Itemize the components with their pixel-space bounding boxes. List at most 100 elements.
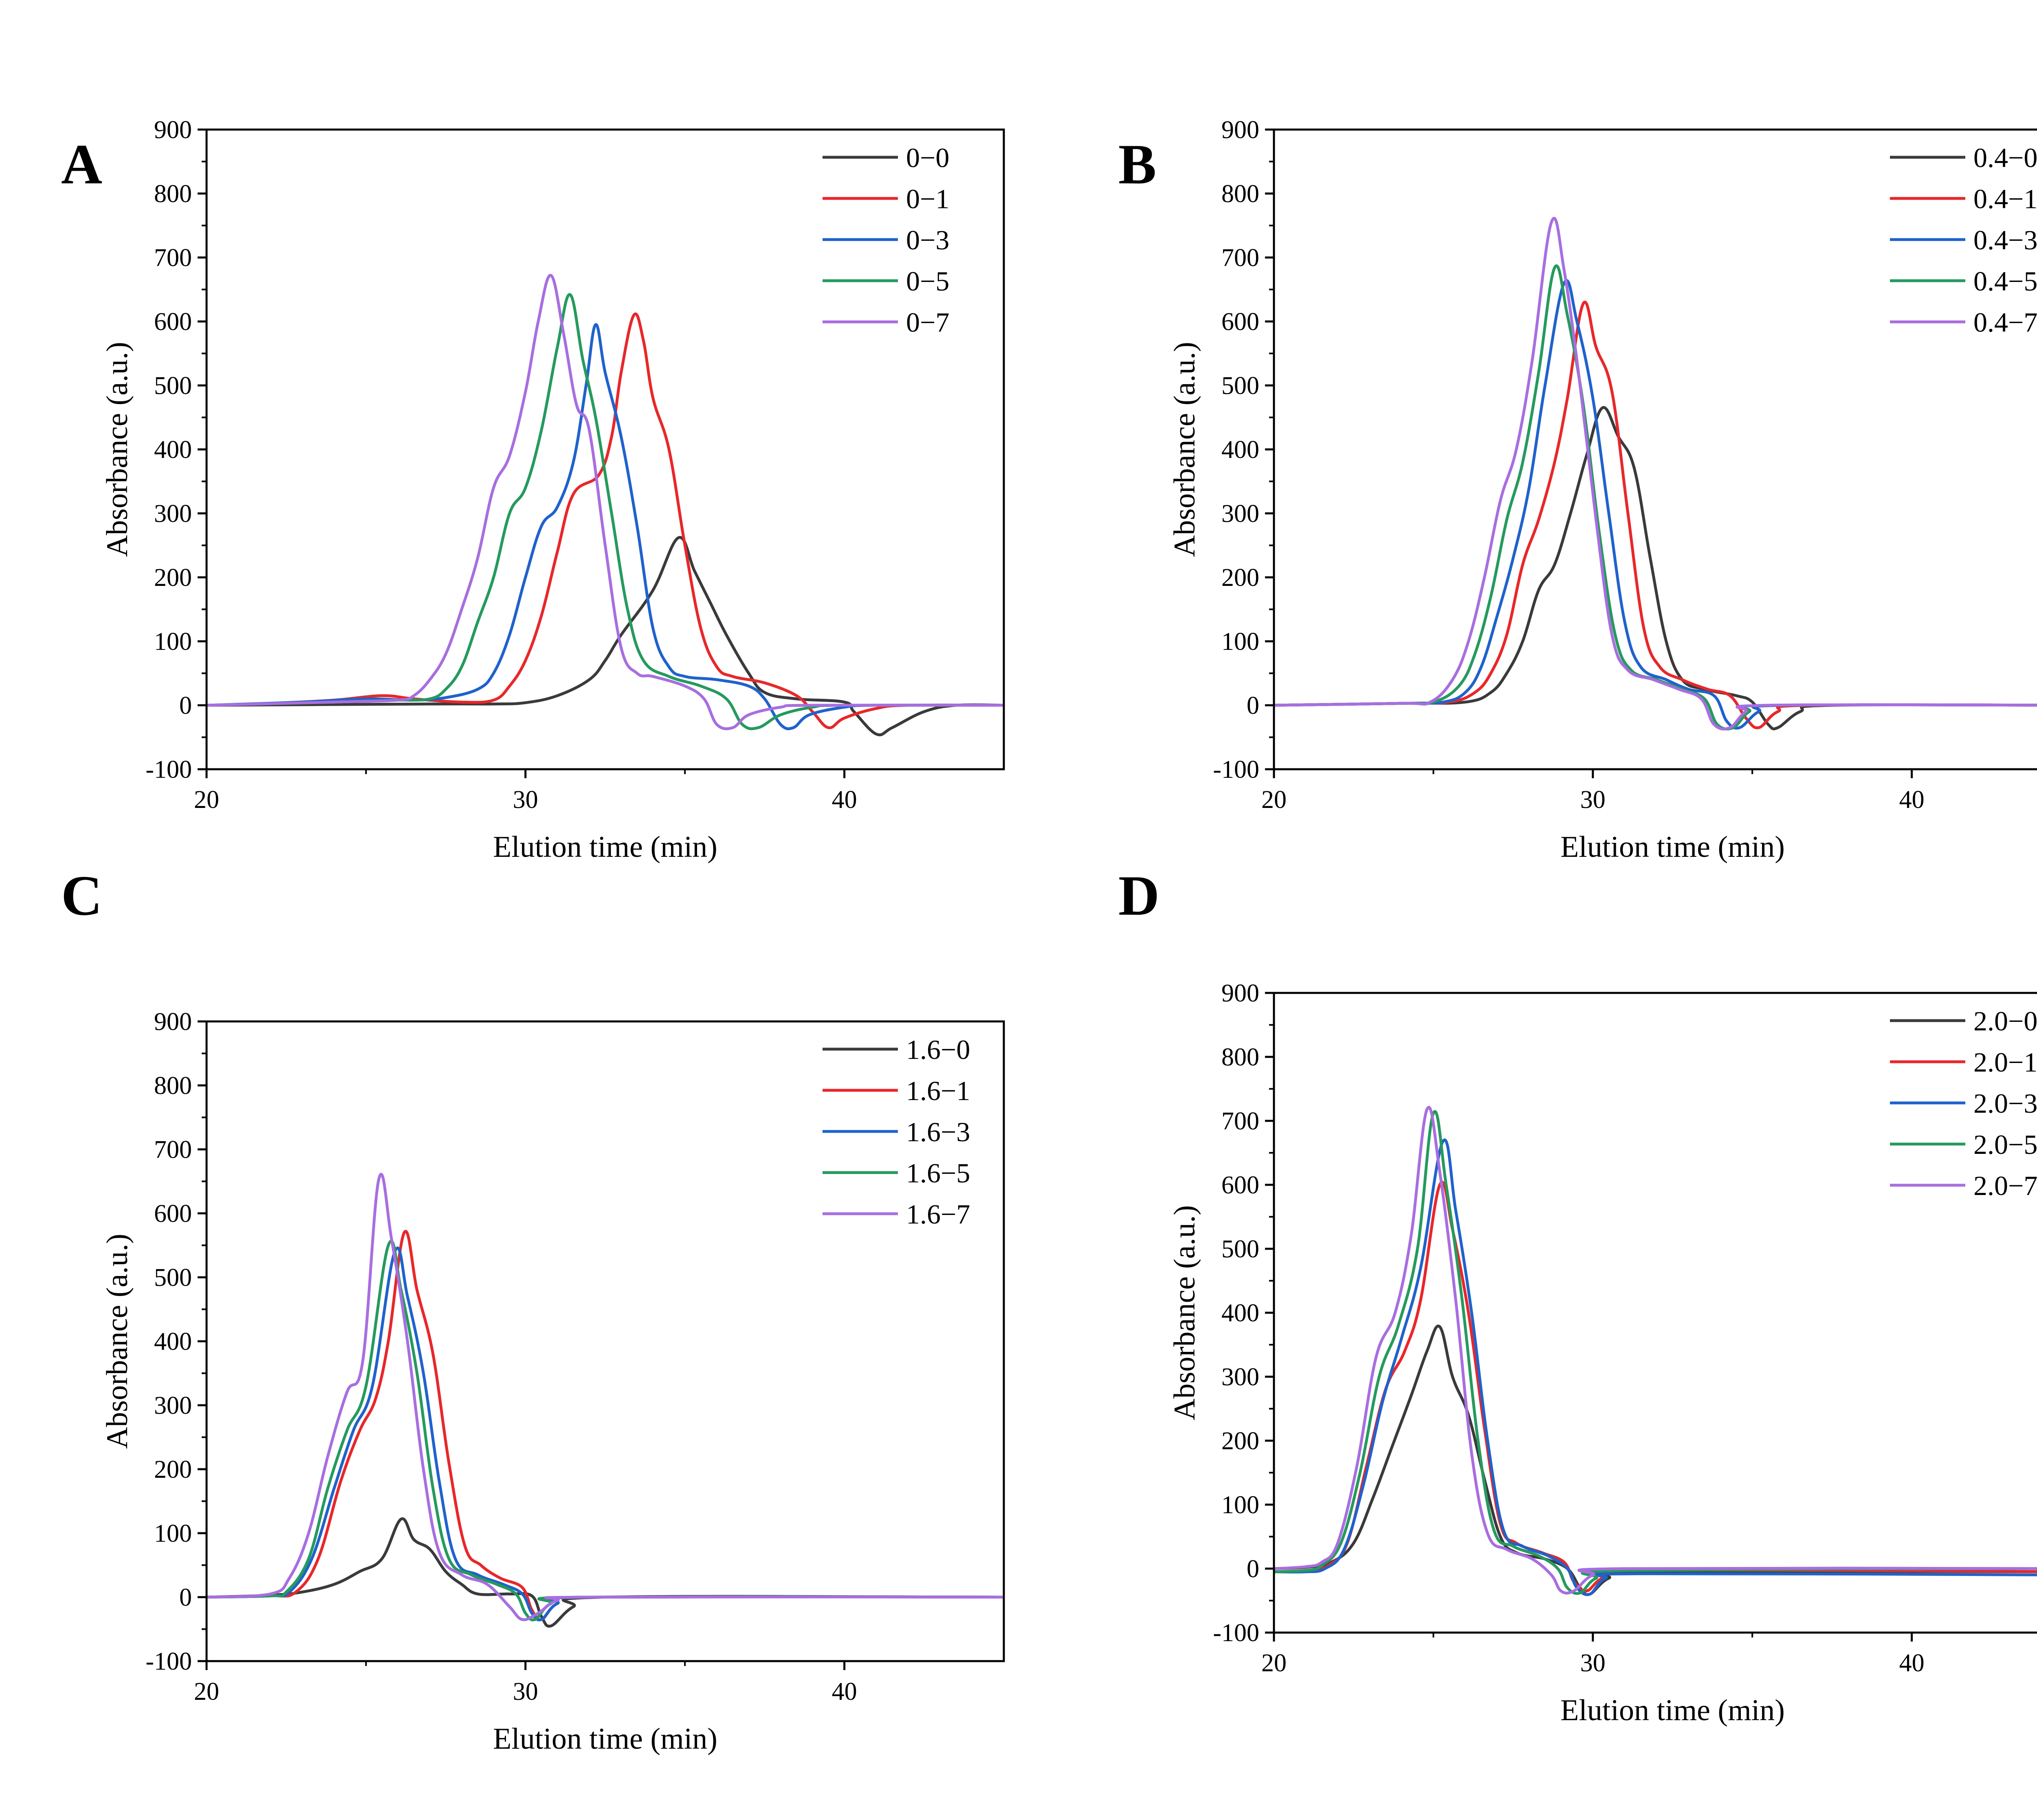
y-tick-label: 400 [154, 436, 192, 464]
legend: 0−0 0−1 0−3 0−5 0−7 [823, 142, 949, 338]
panel-letter: B [1118, 133, 1156, 196]
series-line-2 [207, 323, 1004, 731]
series-line-2 [1274, 279, 2037, 730]
y-tick-label: 700 [1221, 1107, 1259, 1135]
x-tick-label: 40 [1899, 786, 1925, 814]
legend-label: 2.0−1 [1973, 1047, 2037, 1078]
legend-label: 0.4−1 [1973, 183, 2037, 214]
series-line-1 [1274, 301, 2037, 729]
y-tick-label: 400 [1221, 436, 1259, 464]
legend-label: 1.6−5 [906, 1158, 970, 1188]
x-tick-label: 40 [1899, 1649, 1925, 1677]
legend-label: 1.6−7 [906, 1199, 970, 1230]
y-tick-label: 400 [1221, 1299, 1259, 1327]
y-tick-label: 900 [154, 1008, 192, 1036]
legend-label: 2.0−5 [1973, 1129, 2037, 1160]
series-line-2 [1274, 1138, 2037, 1596]
y-tick-label: 800 [1221, 1043, 1259, 1071]
panel-letter: C [61, 864, 102, 927]
y-tick-label: -100 [1213, 1619, 1259, 1647]
series-lines [207, 274, 1004, 737]
series-lines [207, 1173, 1004, 1628]
series-line-0 [1274, 406, 2037, 731]
y-axis-title: Absorbance (a.u.) [1168, 1205, 1201, 1420]
panel-b: B -100 0 100 200 300 400 500 600 700 800 900 20 30 40 E… [1118, 116, 2037, 864]
panel-letter: A [61, 133, 102, 196]
y-tick-label: 200 [1221, 1427, 1259, 1455]
y-tick-label: 0 [1247, 692, 1259, 720]
legend: 0.4−0 0.4−1 0.4−3 0.4−5 0.4−7 [1890, 142, 2037, 338]
series-line-4 [207, 274, 1004, 731]
series-line-4 [207, 1173, 1004, 1621]
y-tick-label: 100 [1221, 628, 1259, 656]
x-axis-title: Elution time (min) [493, 1722, 717, 1756]
legend-label: 0−3 [906, 224, 949, 255]
y-tick-label: 0 [1247, 1555, 1259, 1583]
y-tick-label: 300 [154, 1392, 192, 1419]
legend: 2.0−0 2.0−1 2.0−3 2.0−5 2.0−7 [1890, 1006, 2037, 1201]
panel-d: D -100 0 100 200 300 400 500 600 700 800 900 20 30 40 E… [1118, 864, 2037, 1727]
y-tick-label: 800 [154, 1072, 192, 1100]
y-tick-label: 200 [1221, 564, 1259, 592]
legend-label: 0−0 [906, 142, 949, 173]
x-tick-label: 20 [194, 786, 219, 814]
y-tick-label: 300 [1221, 1363, 1259, 1391]
y-axis-title: Absorbance (a.u.) [101, 1234, 134, 1449]
legend-label: 0−7 [906, 307, 949, 338]
y-tick-label: 900 [1221, 979, 1259, 1007]
y-tick-label: 200 [154, 1456, 192, 1483]
legend-label: 0.4−3 [1973, 224, 2037, 255]
legend-label: 1.6−0 [906, 1034, 970, 1065]
x-tick-label: 20 [1261, 786, 1287, 814]
y-tick-label: 600 [1221, 308, 1259, 336]
y-tick-label: 500 [1221, 372, 1259, 400]
y-tick-label: 700 [154, 1136, 192, 1164]
y-tick-label: 500 [1221, 1235, 1259, 1263]
x-tick-label: 40 [832, 786, 857, 814]
y-tick-label: 900 [1221, 116, 1259, 144]
y-tick-label: 0 [179, 1584, 192, 1611]
y-tick-label: 300 [154, 500, 192, 528]
y-tick-label: 600 [154, 308, 192, 336]
y-tick-label: 0 [179, 692, 192, 720]
x-tick-label: 20 [194, 1678, 219, 1706]
y-tick-label: 500 [154, 372, 192, 400]
panel-a: A -100 0 100 200 300 400 500 600 700 800 900 20 30 40 E… [61, 116, 1005, 864]
legend-label: 0.4−0 [1973, 142, 2037, 173]
series-line-4 [1274, 217, 2037, 731]
y-tick-label: 800 [1221, 180, 1259, 208]
y-tick-label: 900 [154, 116, 192, 144]
y-tick-label: -100 [145, 1648, 192, 1675]
y-tick-label: 600 [154, 1200, 192, 1228]
series-line-3 [1274, 1110, 2037, 1595]
legend-label: 1.6−1 [906, 1075, 970, 1106]
series-line-0 [207, 536, 1004, 737]
x-axis-title: Elution time (min) [493, 830, 717, 864]
legend-label: 1.6−3 [906, 1116, 970, 1147]
legend-label: 2.0−7 [1973, 1170, 2037, 1201]
y-tick-label: 600 [1221, 1171, 1259, 1199]
y-tick-label: 400 [154, 1328, 192, 1356]
y-tick-label: 100 [154, 628, 192, 656]
legend-label: 0−5 [906, 266, 949, 297]
y-tick-label: 300 [1221, 500, 1259, 528]
legend-label: 2.0−3 [1973, 1088, 2037, 1119]
panel-letter: D [1118, 864, 1159, 927]
series-lines [1274, 1106, 2037, 1596]
legend-label: 0.4−7 [1973, 307, 2037, 338]
series-line-3 [207, 1239, 1004, 1622]
legend-label: 0−1 [906, 183, 949, 214]
y-tick-label: 100 [1221, 1491, 1259, 1519]
x-tick-label: 30 [513, 786, 538, 814]
x-tick-label: 30 [513, 1678, 538, 1706]
x-tick-label: 30 [1580, 1649, 1606, 1677]
x-axis-title: Elution time (min) [1560, 1694, 1785, 1727]
x-tick-label: 20 [1261, 1649, 1287, 1677]
y-tick-label: -100 [145, 756, 192, 783]
x-axis-title: Elution time (min) [1560, 830, 1785, 864]
series-line-4 [1274, 1106, 2037, 1595]
panel-c: C -100 0 100 200 300 400 500 600 700 800 900 20 30 40 E… [61, 864, 1005, 1756]
legend-label: 2.0−0 [1973, 1006, 2037, 1037]
y-axis-title: Absorbance (a.u.) [1168, 342, 1201, 557]
